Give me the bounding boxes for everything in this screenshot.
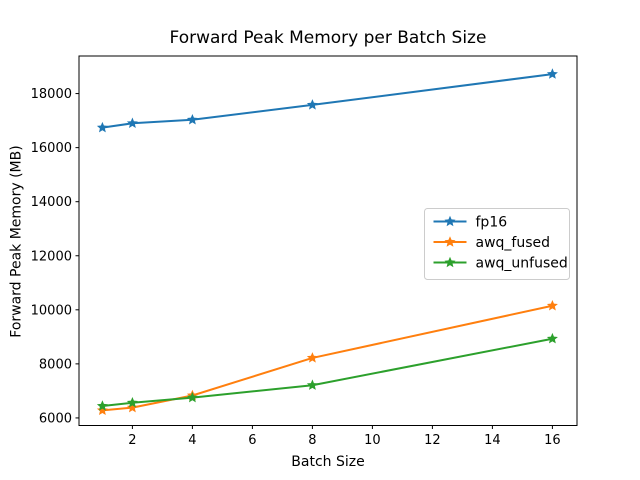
legend-marker-awq_unfused [444,256,456,268]
x-tick-label: 6 [248,433,256,448]
x-tick-label: 4 [188,433,196,448]
data-point-marker-fp16 [126,117,138,128]
data-point-marker-awq_fused [546,299,558,311]
data-point-marker-awq_fused [126,401,138,413]
y-tick-label: 14000 [31,195,72,210]
y-tick-label: 10000 [31,303,72,318]
legend-label-awq_fused: awq_fused [476,235,551,251]
data-point-marker-fp16 [306,99,318,110]
data-point-marker-awq_unfused [126,396,138,408]
data-point-marker-awq_fused [306,352,318,363]
x-tick-label: 12 [424,433,441,448]
legend-marker-fp16 [444,215,456,227]
legend-marker-awq_fused [444,236,456,247]
y-tick-label: 16000 [31,141,72,156]
y-tick-label: 12000 [31,249,72,264]
data-point-marker-awq_unfused [306,379,318,390]
x-tick-label: 10 [364,433,381,448]
y-tick-label: 8000 [39,357,72,372]
data-point-marker-awq_unfused [546,332,558,344]
data-point-marker-fp16 [546,68,558,79]
legend-label-fp16: fp16 [476,215,508,231]
y-tick-label: 6000 [39,411,72,426]
data-point-marker-awq_fused [96,404,108,416]
x-tick-label: 8 [308,433,316,448]
chart-title: Forward Peak Memory per Batch Size [169,28,487,48]
y-axis-label: Forward Peak Memory (MB) [8,145,25,338]
x-tick-label: 2 [128,433,136,448]
data-point-marker-fp16 [96,121,108,133]
y-tick-label: 18000 [31,87,72,102]
data-point-marker-awq_unfused [186,391,198,403]
data-point-marker-fp16 [186,113,198,125]
x-axis-label: Batch Size [291,454,365,470]
data-point-marker-awq_unfused [96,400,108,411]
x-tick-label: 14 [484,433,501,448]
x-tick-label: 16 [544,433,561,448]
legend-label-awq_unfused: awq_unfused [476,256,568,272]
